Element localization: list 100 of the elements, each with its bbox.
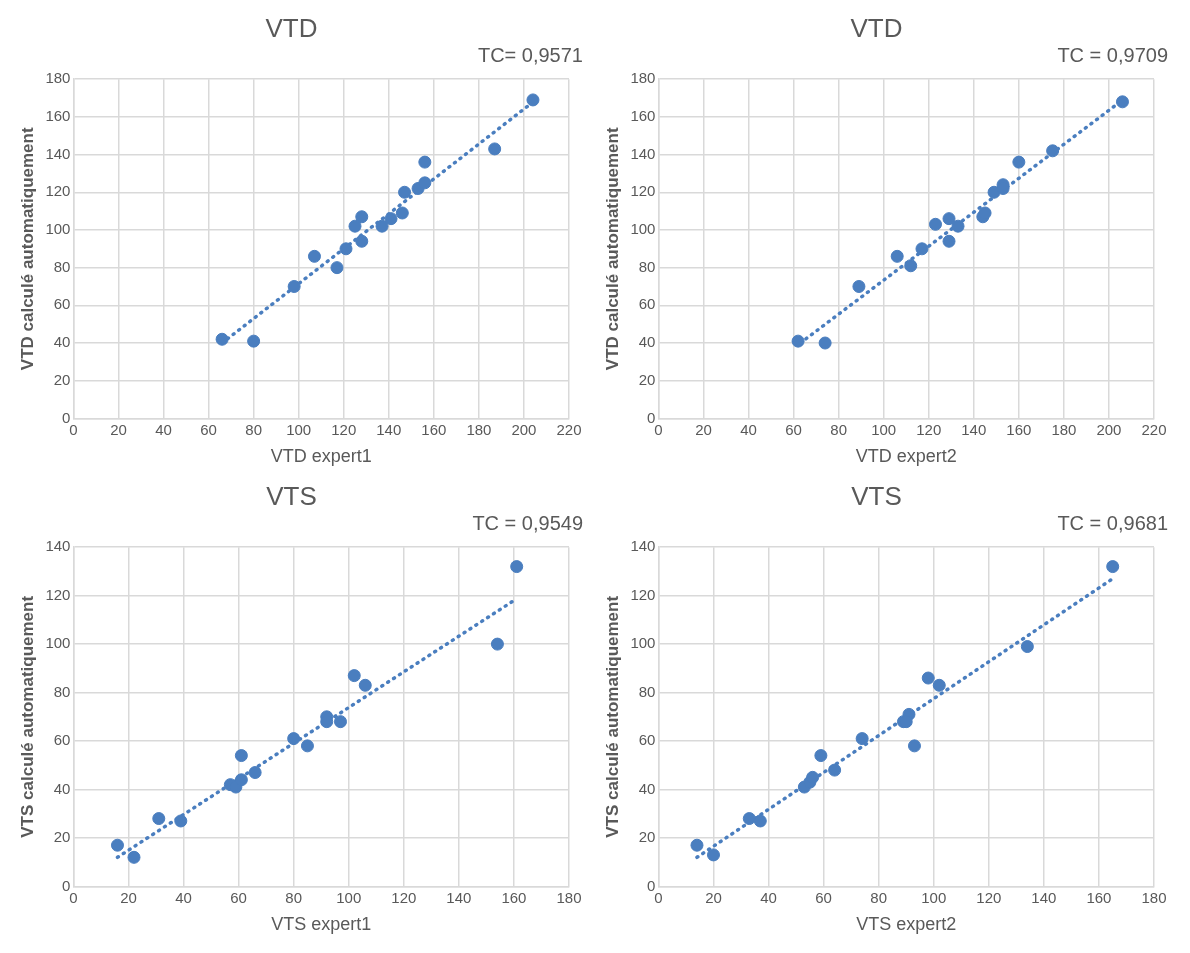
- x-tick-label: 80: [285, 888, 303, 906]
- x-tick-label: 180: [1051, 420, 1077, 438]
- x-tick-label: 40: [175, 888, 192, 906]
- x-tick-label: 180: [466, 420, 492, 438]
- point: [418, 155, 432, 169]
- point: [814, 749, 828, 763]
- point: [348, 219, 362, 233]
- point: [904, 259, 918, 273]
- y-tick-label: 0: [62, 876, 71, 894]
- point: [915, 242, 929, 256]
- x-tick-label: 60: [200, 420, 217, 438]
- point: [1106, 560, 1120, 574]
- chart-title: VTD: [850, 12, 903, 43]
- x-axis-title: VTD expert1: [270, 446, 372, 467]
- x-tick-label: 20: [110, 420, 127, 438]
- y-tick-label: 60: [53, 295, 71, 313]
- point: [690, 838, 704, 852]
- chart-title: VTS: [266, 480, 317, 511]
- x-tick-label: 160: [501, 888, 527, 906]
- y-tick-label: 140: [630, 537, 656, 555]
- x-tick-label: 40: [155, 420, 172, 438]
- y-tick-label: 180: [630, 69, 656, 87]
- y-tick-label: 80: [638, 257, 656, 275]
- x-tick-label: 140: [446, 888, 472, 906]
- x-tick-label: 220: [1141, 420, 1167, 438]
- y-tick-label: 80: [53, 257, 71, 275]
- x-tick-label: 160: [1086, 888, 1112, 906]
- x-tick-label: 200: [511, 420, 537, 438]
- y-tick-label: 120: [630, 585, 656, 603]
- point: [828, 763, 842, 777]
- point: [418, 176, 432, 190]
- x-tick-label: 100: [336, 888, 362, 906]
- y-tick-label: 40: [53, 779, 71, 797]
- point: [510, 560, 524, 574]
- point: [852, 279, 866, 293]
- y-tick-label: 100: [45, 220, 71, 238]
- point: [942, 234, 956, 248]
- y-tick-label: 160: [630, 107, 656, 125]
- y-tick-label: 20: [53, 370, 71, 388]
- point: [358, 678, 372, 692]
- x-tick-label: 60: [785, 420, 802, 438]
- x-tick-label: 120: [976, 888, 1002, 906]
- x-tick-label: 180: [556, 888, 582, 906]
- x-tick-label: 60: [230, 888, 247, 906]
- y-tick-label: 100: [630, 634, 656, 652]
- point: [174, 814, 188, 828]
- point: [355, 210, 369, 224]
- x-tick-label: 60: [815, 888, 832, 906]
- point: [1020, 640, 1034, 654]
- x-tick-label: 100: [286, 420, 312, 438]
- point: [929, 217, 942, 231]
- y-tick-label: 120: [630, 182, 656, 200]
- y-axis-title: VTS calculé automatiquement: [602, 595, 622, 838]
- text: TC= 0,9571: [477, 43, 583, 66]
- x-tick-label: 140: [961, 420, 987, 438]
- y-tick-label: 60: [638, 731, 656, 749]
- point: [806, 770, 820, 784]
- y-tick-label: 80: [638, 682, 656, 700]
- point: [300, 739, 314, 753]
- text: TC = 0,9549: [472, 511, 583, 534]
- x-tick-label: 120: [391, 888, 417, 906]
- point: [339, 242, 353, 256]
- x-tick-label: 180: [1141, 888, 1167, 906]
- x-tick-label: 220: [556, 420, 582, 438]
- x-tick-label: 20: [705, 888, 722, 906]
- y-tick-label: 60: [53, 731, 71, 749]
- x-tick-label: 40: [760, 888, 777, 906]
- y-tick-label: 20: [638, 370, 656, 388]
- y-tick-label: 0: [647, 408, 656, 426]
- x-tick-label: 120: [331, 420, 357, 438]
- point: [932, 678, 946, 692]
- x-tick-label: 200: [1096, 420, 1122, 438]
- y-tick-label: 140: [45, 537, 71, 555]
- point: [907, 739, 921, 753]
- point: [152, 812, 166, 826]
- text: TC = 0,9681: [1057, 511, 1168, 534]
- point: [742, 812, 756, 826]
- point: [110, 838, 124, 852]
- x-tick-label: 120: [916, 420, 942, 438]
- point: [127, 850, 141, 864]
- y-axis-title: VTD calculé automatiquement: [602, 127, 622, 371]
- point: [753, 814, 767, 828]
- point: [375, 219, 389, 233]
- chart-title: VTS: [851, 480, 902, 511]
- x-axis-title: VTD expert2: [855, 446, 957, 467]
- point: [384, 212, 398, 226]
- x-tick-label: 160: [1006, 420, 1032, 438]
- x-tick-label: 20: [120, 888, 137, 906]
- point: [921, 671, 935, 685]
- y-tick-label: 60: [638, 295, 656, 313]
- y-axis-title: VTD calculé automatiquement: [17, 127, 37, 371]
- x-tick-label: 140: [1031, 888, 1057, 906]
- y-tick-label: 0: [647, 876, 656, 894]
- y-tick-label: 40: [638, 333, 656, 351]
- point: [330, 261, 344, 275]
- point: [706, 848, 720, 862]
- x-tick-label: 80: [830, 420, 847, 438]
- y-tick-label: 80: [53, 682, 71, 700]
- point: [215, 332, 229, 346]
- point: [526, 93, 540, 107]
